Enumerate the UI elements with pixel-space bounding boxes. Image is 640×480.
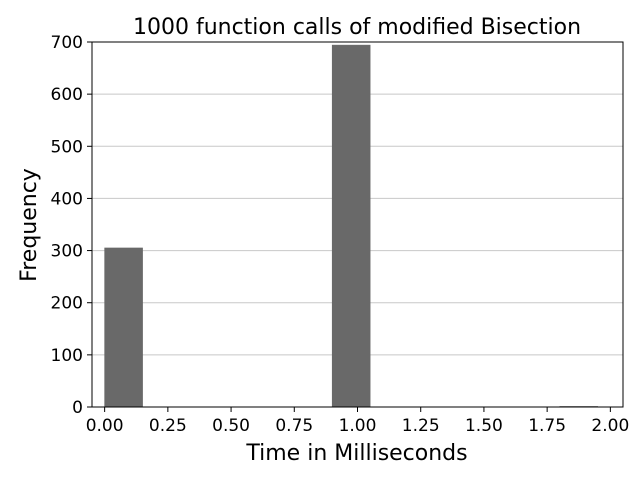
y-tick-label: 200 [51, 294, 83, 314]
histogram-bar [331, 44, 371, 408]
x-axis-label: Time in Milliseconds [245, 441, 467, 466]
x-tick-label: 1.50 [465, 416, 503, 436]
x-tick-label: 2.00 [591, 416, 629, 436]
x-tick-label: 0.75 [275, 416, 313, 436]
x-tick-label: 1.25 [402, 416, 440, 436]
y-tick-label: 0 [72, 398, 83, 418]
x-tick-label: 0.00 [86, 416, 124, 436]
y-ticks: 0 100 200 300 400 500 600 700 [51, 33, 92, 418]
y-axis-label: Frequency [17, 168, 42, 282]
chart-title: 1000 function calls of modified Bisectio… [133, 15, 581, 40]
x-tick-label: 1.75 [528, 416, 566, 436]
x-tick-label: 0.25 [149, 416, 187, 436]
x-tick-label: 1.00 [339, 416, 377, 436]
y-tick-label: 400 [51, 189, 83, 209]
y-tick-label: 600 [51, 85, 83, 105]
histogram-bar [104, 247, 143, 408]
y-tick-label: 700 [51, 33, 83, 53]
y-tick-label: 500 [51, 137, 83, 157]
y-tick-label: 300 [51, 242, 83, 262]
x-tick-label: 0.50 [212, 416, 250, 436]
x-ticks: 0.00 0.25 0.50 0.75 1.00 1.25 1.50 1.75 2.00 [86, 407, 629, 436]
bars-group [104, 44, 599, 408]
y-tick-label: 100 [51, 346, 83, 366]
